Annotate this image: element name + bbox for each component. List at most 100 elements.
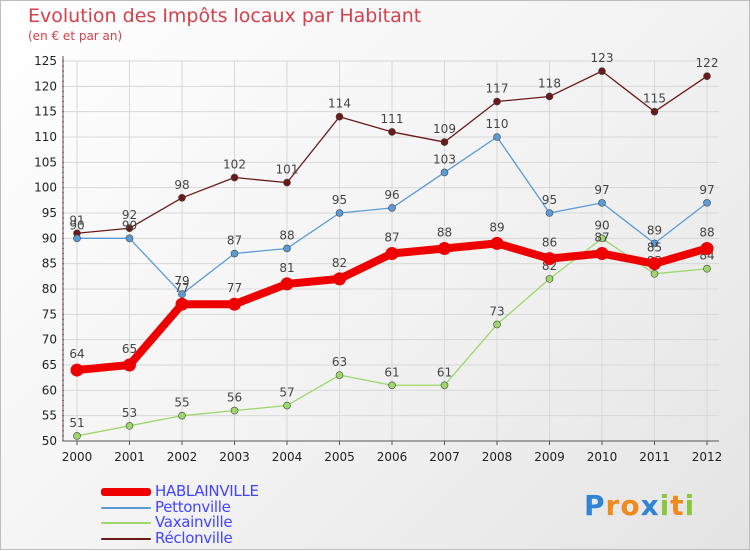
data-label-reclonville: 101 [276, 163, 299, 177]
x-tick-label: 2003 [219, 450, 250, 464]
data-label-pettonville: 90 [122, 218, 137, 232]
x-tick-label: 2007 [429, 450, 460, 464]
data-point-reclonville [545, 92, 554, 101]
y-tick-label: 65 [42, 358, 57, 372]
x-tick-label: 2001 [114, 450, 145, 464]
proxiti-logo: Proxiti [584, 489, 695, 522]
x-tick-label: 2012 [692, 450, 723, 464]
data-point-vaxainville [335, 371, 344, 379]
data-point-reclonville [703, 72, 711, 80]
x-tick-label: 2006 [377, 450, 408, 464]
data-point-hablainville [490, 236, 504, 250]
y-tick-label: 55 [42, 409, 57, 423]
data-point-hablainville [648, 257, 661, 271]
data-label-hablainville: 77 [174, 281, 189, 295]
data-label-vaxainville: 55 [174, 396, 189, 410]
data-label-reclonville: 98 [174, 178, 189, 192]
data-point-pettonville [598, 199, 606, 207]
data-point-pettonville [73, 234, 81, 243]
data-label-reclonville: 111 [381, 112, 404, 126]
data-point-vaxainville [283, 401, 291, 410]
logo-letter: x [640, 489, 660, 522]
data-label-reclonville: 122 [696, 56, 719, 70]
data-label-reclonville: 115 [643, 92, 666, 106]
data-label-pettonville: 103 [433, 152, 456, 166]
data-label-hablainville: 64 [69, 347, 84, 361]
x-tick-label: 2004 [272, 450, 303, 464]
y-tick-label: 100 [34, 181, 57, 195]
data-point-vaxainville [493, 320, 501, 329]
data-label-vaxainville: 51 [69, 416, 84, 430]
data-label-pettonville: 89 [647, 223, 662, 237]
legend-label-pettonville: Pettonville [155, 497, 231, 516]
x-tick-label: 2010 [587, 450, 618, 464]
data-point-vaxainville [545, 275, 554, 283]
data-label-vaxainville: 73 [489, 304, 504, 318]
legend-label-hablainville: HABLAINVILLE [155, 482, 259, 500]
y-tick-label: 125 [34, 54, 57, 68]
data-label-reclonville: 92 [122, 208, 137, 222]
y-tick-label: 85 [42, 257, 57, 271]
data-point-pettonville [178, 290, 186, 298]
data-label-pettonville: 96 [384, 188, 399, 202]
data-point-pettonville [440, 168, 449, 177]
data-label-pettonville: 97 [699, 183, 714, 197]
data-label-pettonville: 95 [542, 193, 557, 207]
data-point-hablainville [280, 277, 294, 291]
legend-swatch-vaxainville [101, 522, 151, 524]
data-point-hablainville [543, 252, 556, 266]
data-point-vaxainville [230, 406, 239, 415]
data-label-reclonville: 114 [328, 97, 351, 111]
series-reclonville: 91 92 98 102 101 114 111 109 117 118 123 115 122 [69, 51, 719, 238]
data-point-pettonville [283, 244, 291, 253]
data-label-vaxainville: 63 [332, 355, 347, 369]
data-point-vaxainville [703, 264, 711, 273]
data-label-hablainville: 86 [542, 236, 557, 250]
data-point-pettonville [703, 199, 711, 207]
data-point-hablainville [700, 241, 714, 255]
series-hablainville: 64 65 77 77 81 82 87 88 89 86 87 85 88 [69, 220, 715, 377]
data-label-vaxainville: 56 [227, 391, 242, 405]
y-tick-label: 120 [34, 79, 57, 93]
y-tick-label: 75 [42, 307, 57, 321]
data-point-hablainville [228, 297, 241, 311]
data-point-hablainville [333, 272, 346, 286]
data-label-vaxainville: 53 [122, 406, 137, 420]
x-tick-label: 2011 [639, 450, 670, 464]
data-point-pettonville [335, 209, 344, 217]
data-point-pettonville [388, 204, 396, 212]
legend-swatch-reclonville [101, 537, 151, 540]
data-label-pettonville: 88 [279, 228, 294, 242]
data-point-pettonville [545, 209, 554, 217]
data-label-hablainville: 82 [332, 256, 347, 270]
data-point-hablainville [595, 247, 609, 261]
data-label-hablainville: 88 [699, 225, 714, 239]
data-point-pettonville [493, 133, 501, 141]
y-tick-label: 50 [42, 434, 57, 448]
data-point-reclonville [598, 67, 606, 75]
data-label-hablainville: 77 [227, 281, 242, 295]
legend-label-reclonville: Réclonville [155, 528, 233, 547]
legend-swatch-hablainville [101, 488, 151, 496]
y-tick-label: 105 [34, 155, 57, 169]
data-point-vaxainville [178, 411, 186, 420]
data-label-reclonville: 118 [538, 76, 561, 90]
series-vaxainville: 51535556576361617382908384 [69, 218, 715, 440]
data-point-vaxainville [440, 381, 449, 390]
data-label-pettonville: 95 [332, 193, 347, 207]
y-tick-label: 90 [42, 231, 57, 245]
data-point-reclonville [650, 107, 659, 116]
data-point-reclonville [283, 178, 291, 187]
data-label-vaxainville: 90 [594, 218, 609, 232]
data-label-hablainville: 89 [489, 220, 504, 234]
logo-letter: o [620, 489, 641, 522]
logo-letter: P [584, 489, 606, 522]
data-label-pettonville: 90 [69, 218, 84, 232]
data-label-pettonville: 87 [227, 234, 242, 248]
data-label-hablainville: 81 [279, 261, 294, 275]
x-tick-label: 2009 [534, 450, 565, 464]
data-label-reclonville: 91 [69, 213, 84, 227]
y-tick-label: 95 [42, 206, 57, 220]
